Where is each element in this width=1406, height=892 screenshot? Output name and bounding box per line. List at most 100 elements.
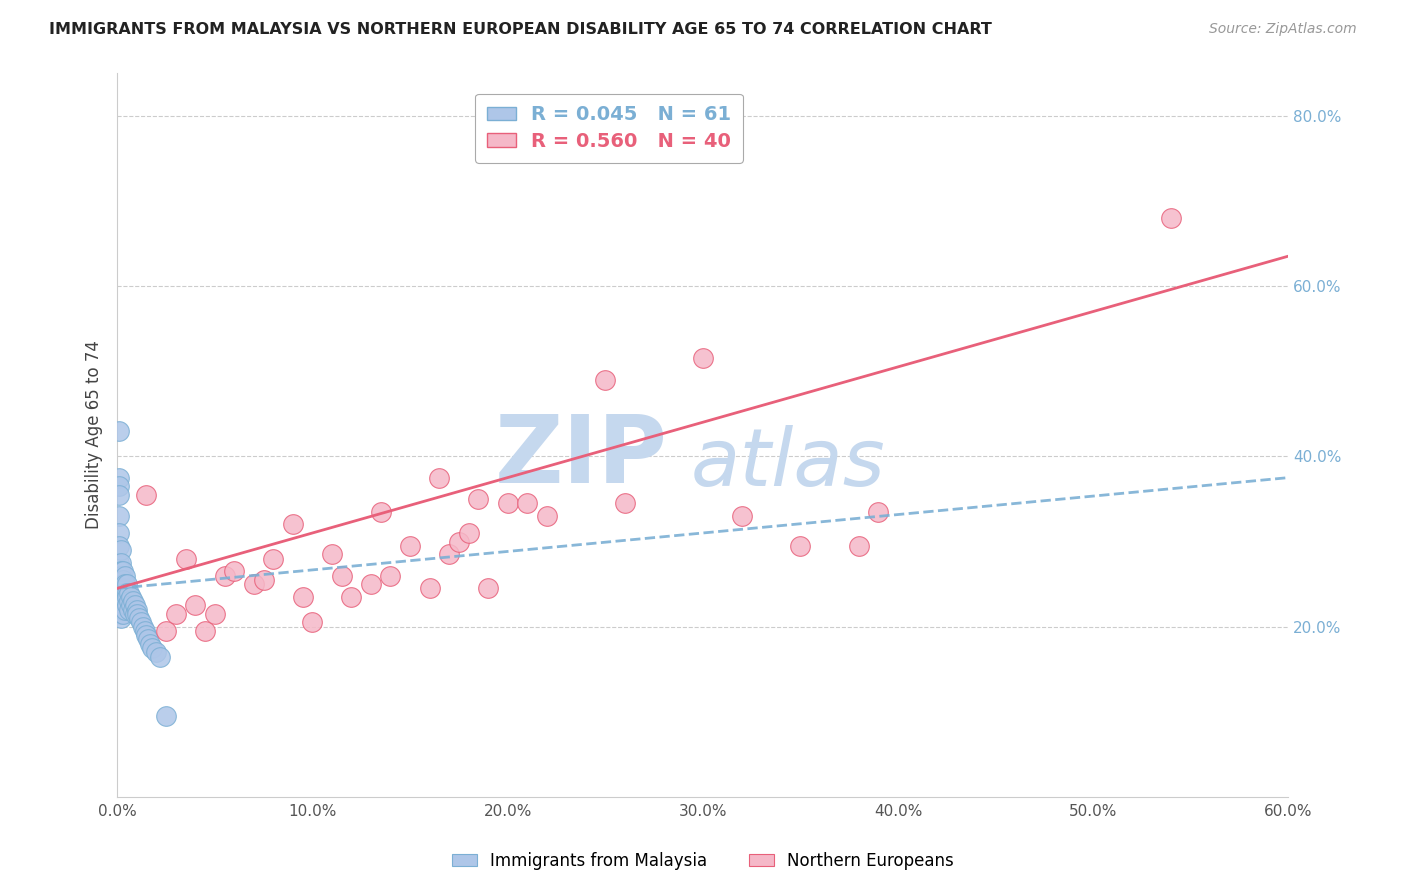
Point (457, 526, 479, 541)
Point (115, 599, 138, 613)
Point (110, 543, 132, 558)
Point (129, 615, 152, 630)
Point (131, 620, 153, 634)
Point (108, 573, 131, 587)
Text: atlas: atlas (692, 425, 886, 503)
Point (380, 568, 402, 582)
Point (204, 607, 226, 621)
Point (262, 551, 284, 566)
Point (108, 424, 131, 438)
Point (121, 594, 143, 608)
Point (114, 585, 136, 599)
Point (418, 582, 440, 596)
Point (447, 534, 470, 549)
Point (477, 582, 499, 596)
Point (118, 602, 141, 616)
Point (112, 565, 135, 579)
Point (134, 624, 156, 638)
Point (110, 556, 132, 570)
Point (124, 607, 146, 621)
Point (194, 624, 217, 638)
Point (848, 539, 870, 553)
Point (141, 640, 163, 655)
Point (789, 539, 811, 553)
Point (121, 602, 143, 616)
Point (360, 577, 382, 591)
Point (114, 602, 136, 616)
Text: ZIP: ZIP (495, 410, 668, 503)
Point (252, 573, 274, 587)
Point (165, 607, 187, 621)
Point (155, 709, 177, 723)
Point (281, 517, 304, 532)
Point (120, 599, 142, 613)
Point (108, 585, 131, 599)
Point (114, 577, 136, 591)
Point (110, 602, 132, 616)
Legend: R = 0.045   N = 61, R = 0.560   N = 40: R = 0.045 N = 61, R = 0.560 N = 40 (475, 94, 744, 162)
Point (135, 488, 157, 502)
Point (174, 551, 197, 566)
Point (692, 351, 714, 366)
Point (321, 547, 343, 561)
Point (115, 590, 138, 604)
Text: Source: ZipAtlas.com: Source: ZipAtlas.com (1209, 22, 1357, 37)
Point (108, 479, 131, 493)
Point (155, 624, 177, 638)
Point (301, 615, 323, 630)
Point (340, 590, 363, 604)
Point (108, 488, 131, 502)
Point (149, 649, 172, 664)
Point (145, 645, 167, 659)
Point (124, 599, 146, 613)
Point (112, 585, 135, 599)
Point (110, 607, 132, 621)
Y-axis label: Disability Age 65 to 74: Disability Age 65 to 74 (86, 341, 103, 530)
Point (112, 607, 135, 621)
Point (731, 508, 754, 523)
Point (114, 594, 136, 608)
Point (110, 573, 132, 587)
Point (496, 496, 519, 510)
Point (120, 590, 142, 604)
Point (138, 632, 160, 647)
Point (427, 470, 450, 484)
Point (224, 565, 246, 579)
Point (112, 602, 135, 616)
Point (437, 547, 460, 561)
Point (291, 590, 314, 604)
Point (108, 470, 131, 484)
Point (128, 611, 150, 625)
Point (112, 599, 135, 613)
Point (613, 496, 636, 510)
Legend: Immigrants from Malaysia, Northern Europeans: Immigrants from Malaysia, Northern Europ… (446, 846, 960, 877)
Point (139, 637, 162, 651)
Point (516, 496, 538, 510)
Point (243, 577, 266, 591)
Point (108, 539, 131, 553)
Point (112, 573, 135, 587)
Point (112, 590, 135, 604)
Point (125, 607, 148, 621)
Point (370, 505, 392, 519)
Point (536, 508, 558, 523)
Point (112, 577, 135, 591)
Point (110, 611, 132, 625)
Point (125, 602, 148, 616)
Point (115, 577, 138, 591)
Point (1160, 211, 1182, 225)
Point (399, 539, 422, 553)
Point (868, 505, 890, 519)
Point (110, 568, 132, 582)
Point (108, 556, 131, 570)
Point (184, 599, 207, 613)
Point (108, 508, 131, 523)
Point (115, 585, 138, 599)
Point (118, 585, 141, 599)
Point (135, 628, 157, 642)
Point (110, 585, 132, 599)
Point (114, 568, 136, 582)
Point (467, 491, 489, 506)
Point (110, 590, 132, 604)
Point (593, 373, 616, 387)
